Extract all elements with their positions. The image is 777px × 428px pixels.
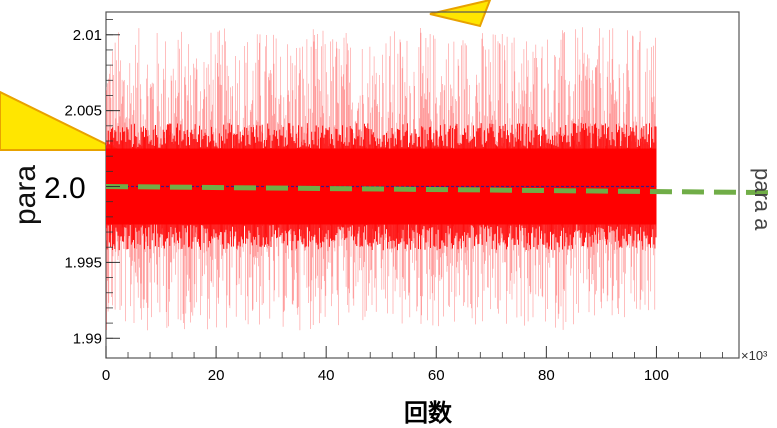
x-tick-label: 20 (208, 367, 225, 384)
y-axis-title: para (9, 164, 42, 226)
x-tick-label: 60 (428, 367, 445, 384)
left-callout (0, 90, 119, 151)
x-tick-label: 40 (318, 367, 335, 384)
data-band (106, 27, 657, 331)
x-exponent-label: ×10³ (741, 348, 768, 363)
y-tick-label: 1.995 (64, 254, 102, 271)
x-tick-label: 0 (102, 367, 110, 384)
y-tick-label: 1.99 (73, 330, 102, 347)
top-callout (429, 0, 492, 28)
y-tick-label: 2.01 (73, 27, 102, 44)
reference-line (105, 184, 771, 196)
x-tick-label: 100 (644, 367, 669, 384)
axis-layer: 1.99 1.995 2.005 2.01 0 20 40 60 80 100 ×10³ (64, 19, 768, 384)
reference-value-label: 2.0 (44, 172, 86, 205)
x-tick-label: 80 (538, 367, 555, 384)
right-axis-title: para a (750, 168, 775, 231)
callout-layer (0, 0, 492, 151)
y-tick-label: 2.005 (64, 103, 102, 120)
line-layer (105, 184, 771, 196)
